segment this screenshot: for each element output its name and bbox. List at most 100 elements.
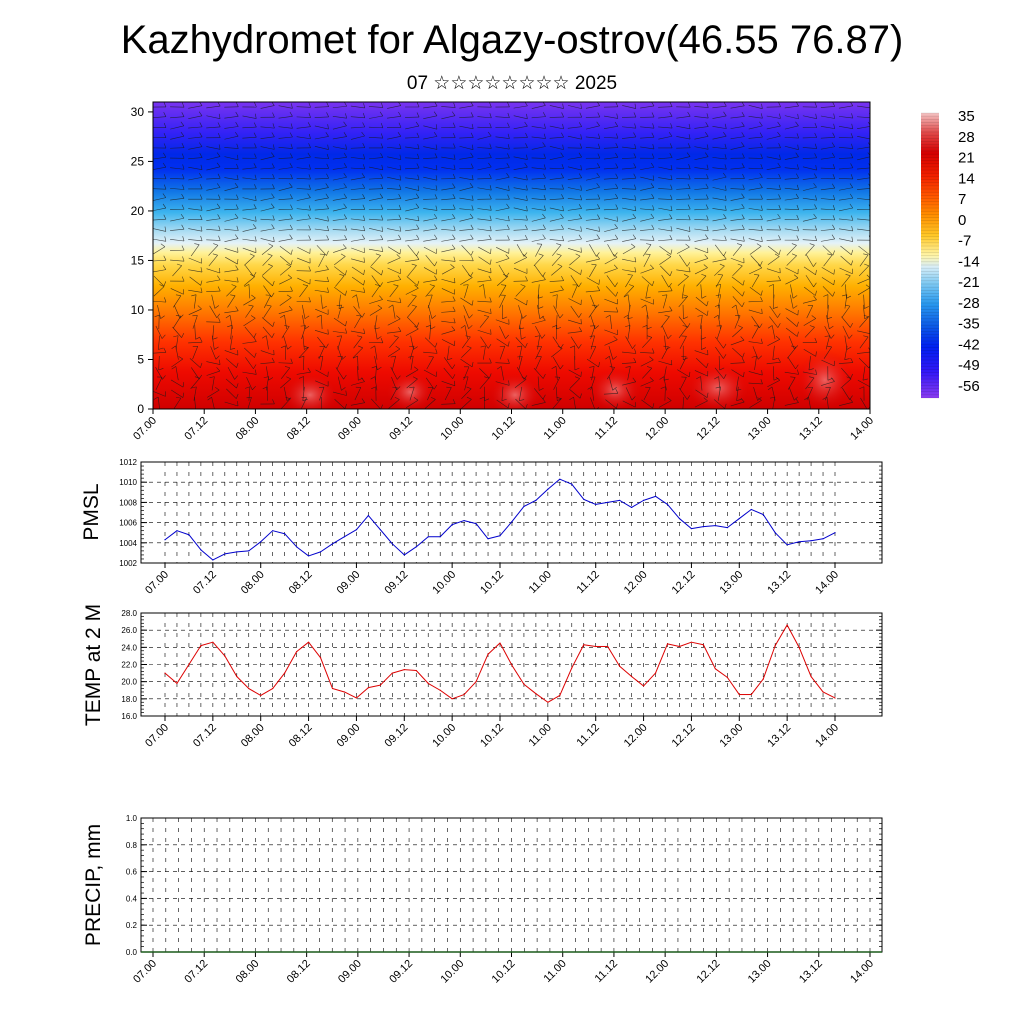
wind-barb-shaft [224, 238, 239, 243]
wind-barb-shaft [206, 207, 221, 212]
wind-barb-feather [484, 398, 490, 402]
wind-barb-feather [706, 392, 709, 398]
wind-barb-shaft [441, 198, 456, 201]
wind-barb-feather [841, 294, 847, 297]
temp2m-segment [619, 665, 632, 677]
wind-barb-feather [827, 317, 833, 320]
wind-barb-shaft [278, 362, 293, 364]
wind-barb-shaft [371, 275, 381, 287]
y-tick-label: 1.0 [126, 814, 138, 823]
wind-barb-feather [669, 143, 673, 149]
wind-barb-shaft [392, 356, 396, 370]
wind-barb-feather [865, 284, 870, 288]
wind-barb-shaft [495, 136, 510, 139]
wind-barb-shaft [224, 269, 239, 273]
wind-barb-shaft [767, 339, 780, 347]
wind-barb-feather [381, 164, 384, 170]
wind-barb-feather [777, 213, 781, 219]
wind-barb-feather [236, 163, 239, 169]
wind-barb-shaft [537, 284, 540, 299]
temp2m-point [774, 645, 776, 647]
warm-blob [686, 364, 750, 409]
wind-barb-feather [809, 243, 815, 246]
wind-barb-feather [506, 224, 510, 230]
pmsl-point [212, 559, 214, 561]
temp2m-segment [188, 645, 202, 665]
wind-barb-shaft [389, 337, 399, 349]
wind-barb-feather [703, 397, 708, 402]
wind-barb-feather [163, 112, 167, 117]
x-tick-label: 08.00 [239, 569, 267, 597]
wind-barb-feather [793, 274, 799, 279]
wind-barb-shaft [188, 308, 202, 315]
y-tick-label: 1004 [119, 539, 137, 548]
wind-barb-shaft [676, 227, 691, 232]
pmsl-segment [787, 541, 800, 546]
wind-barb-shaft [353, 336, 363, 349]
wind-barb-feather [706, 113, 709, 119]
wind-barb-shaft [585, 125, 600, 130]
wind-barb-shaft [464, 325, 468, 340]
wind-barb-feather [562, 144, 564, 150]
wind-barb-feather [200, 164, 203, 170]
temp2m-point [391, 672, 393, 674]
wind-barb-feather [308, 102, 311, 108]
wind-barb-feather [471, 256, 474, 261]
pmsl-point [654, 495, 657, 497]
pmsl-segment [799, 540, 812, 543]
wind-barb-feather [562, 123, 564, 129]
wind-barb-feather [772, 358, 778, 361]
wind-barb-feather [598, 361, 600, 368]
wind-barb-shaft [477, 268, 492, 274]
wind-barb-feather [195, 336, 201, 340]
wind-barb-shaft [749, 245, 762, 255]
wind-barb-shaft [802, 197, 817, 201]
x-tick-label: 14.00 [848, 958, 876, 986]
wind-barb-feather [289, 234, 293, 239]
temp2m-point [379, 684, 381, 686]
wind-barb-shaft [332, 156, 347, 160]
wind-barb-shaft [170, 125, 184, 130]
wind-barb-shaft [769, 316, 779, 328]
wind-barb-feather [209, 376, 215, 379]
wind-barb-shaft [555, 315, 558, 330]
temp2m-segment [715, 668, 728, 678]
wind-barb-shaft [350, 167, 365, 170]
wind-barb-feather [524, 343, 528, 348]
pmsl-point [343, 536, 346, 538]
wind-barb-feather [254, 236, 257, 242]
wind-barb-shaft [175, 345, 179, 360]
wind-barb-feather [164, 236, 167, 242]
wind-barb-shaft [857, 218, 870, 221]
x-tick-label: 13.00 [746, 958, 774, 986]
wind-barb-shaft [767, 245, 780, 255]
wind-barb-shaft [658, 400, 672, 408]
wind-barb-feather [345, 390, 347, 396]
wind-barb-feather [207, 396, 212, 401]
wind-barb-shaft [623, 286, 635, 297]
wind-barb-shaft [247, 397, 252, 409]
wind-barb-shaft [531, 228, 546, 232]
wind-barb-shaft [387, 146, 401, 149]
wind-barb-shaft [748, 187, 763, 191]
wind-barb-feather [757, 397, 762, 401]
wind-barb-shaft [642, 367, 653, 379]
wind-barb-feather [682, 325, 688, 328]
wind-barb-feather [483, 314, 489, 317]
wind-barb-feather [796, 214, 799, 220]
wind-barb-feather [453, 256, 456, 262]
wind-barb-feather [670, 205, 673, 211]
wind-barb-feather [284, 366, 290, 369]
wind-barb-feather [162, 203, 167, 209]
wind-barb-feather [434, 275, 438, 281]
pmsl-segment [499, 521, 513, 537]
wind-barb-shaft [839, 401, 853, 407]
wind-barb-shaft [153, 391, 166, 397]
wind-barb-shaft [386, 218, 402, 221]
wind-barb-feather [484, 376, 490, 379]
wind-barb-shaft [549, 105, 564, 109]
wind-barb-feather [596, 254, 600, 260]
wind-barb-shaft [296, 116, 311, 118]
wind-barb-shaft [663, 294, 668, 309]
